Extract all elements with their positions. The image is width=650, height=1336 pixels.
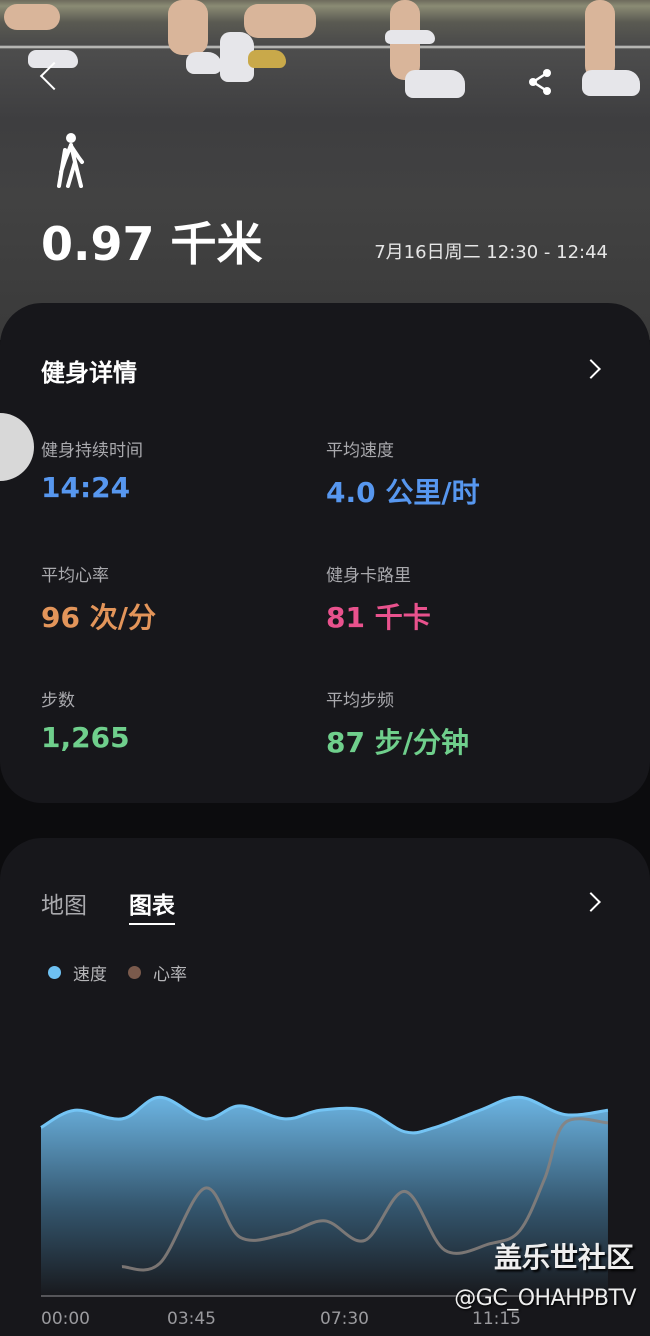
stat-label: 健身持续时间 bbox=[41, 441, 143, 461]
chevron-right-icon[interactable] bbox=[581, 892, 601, 912]
photo-leg bbox=[4, 4, 60, 30]
stat-steps: 步数 1,265 bbox=[41, 686, 130, 754]
photo-shoe bbox=[248, 50, 286, 68]
stat-value: 96 次/分 bbox=[41, 601, 156, 634]
photo-shoe bbox=[186, 52, 222, 74]
stat-value: 1,265 bbox=[41, 721, 130, 754]
watermark-title: 盖乐世社区 bbox=[493, 1241, 634, 1274]
stat-value: 14:24 bbox=[41, 471, 131, 504]
fitness-details-card[interactable]: 健身详情 健身持续时间 14:24 平均速度 4.0 公里/时 平均心率 96 … bbox=[0, 303, 650, 803]
speed-line bbox=[40, 1095, 609, 1135]
photo-leg bbox=[244, 4, 316, 38]
chevron-right-icon[interactable] bbox=[581, 359, 601, 379]
tab-chart[interactable]: 图表 bbox=[129, 886, 175, 925]
photo-shoe bbox=[28, 50, 78, 68]
photo-leg bbox=[168, 0, 208, 55]
x-tick: 03:45 bbox=[167, 1309, 216, 1329]
legend-speed: 速度 bbox=[48, 960, 107, 985]
x-tick: 07:30 bbox=[320, 1309, 369, 1329]
tab-map[interactable]: 地图 bbox=[41, 893, 87, 919]
stat-duration: 健身持续时间 14:24 bbox=[41, 436, 143, 504]
stat-value: 87 步/分钟 bbox=[326, 726, 469, 759]
photo-shoe bbox=[582, 70, 640, 96]
stat-avg-heart-rate: 平均心率 96 次/分 bbox=[41, 561, 156, 636]
stat-avg-speed: 平均速度 4.0 公里/时 bbox=[326, 436, 480, 511]
distance-value: 0.97 千米 bbox=[41, 217, 263, 271]
walking-icon bbox=[57, 133, 84, 188]
stat-label: 步数 bbox=[41, 691, 75, 711]
photo-shoe bbox=[385, 30, 435, 44]
photo-shoe bbox=[405, 70, 465, 98]
heart-rate-line bbox=[121, 1117, 609, 1272]
stat-label: 健身卡路里 bbox=[326, 566, 411, 586]
card-title: 健身详情 bbox=[41, 359, 137, 387]
hero-photo bbox=[0, 0, 650, 340]
stat-cadence: 平均步频 87 步/分钟 bbox=[326, 686, 469, 761]
legend-dot bbox=[48, 966, 61, 979]
watermark-handle: @GC_OHAHPBTV bbox=[454, 1286, 636, 1311]
stat-label: 平均心率 bbox=[41, 566, 109, 586]
stat-calories: 健身卡路里 81 千卡 bbox=[326, 561, 431, 636]
stat-value: 81 千卡 bbox=[326, 601, 431, 634]
stat-label: 平均速度 bbox=[326, 441, 394, 461]
stat-label: 平均步频 bbox=[326, 691, 394, 711]
x-tick: 11:15 bbox=[472, 1309, 521, 1329]
legend-dot bbox=[128, 966, 141, 979]
legend-label: 心率 bbox=[153, 965, 187, 985]
share-icon[interactable] bbox=[525, 66, 555, 98]
stat-value: 4.0 公里/时 bbox=[326, 476, 480, 509]
x-tick: 00:00 bbox=[41, 1309, 90, 1329]
photo-leg bbox=[585, 0, 615, 80]
legend-heart-rate: 心率 bbox=[128, 960, 187, 985]
legend-label: 速度 bbox=[73, 965, 107, 985]
date-range: 7月16日周二 12:30 - 12:44 bbox=[374, 242, 608, 263]
speed-heart-rate-chart bbox=[40, 1095, 609, 1297]
speed-area bbox=[41, 1097, 608, 1296]
